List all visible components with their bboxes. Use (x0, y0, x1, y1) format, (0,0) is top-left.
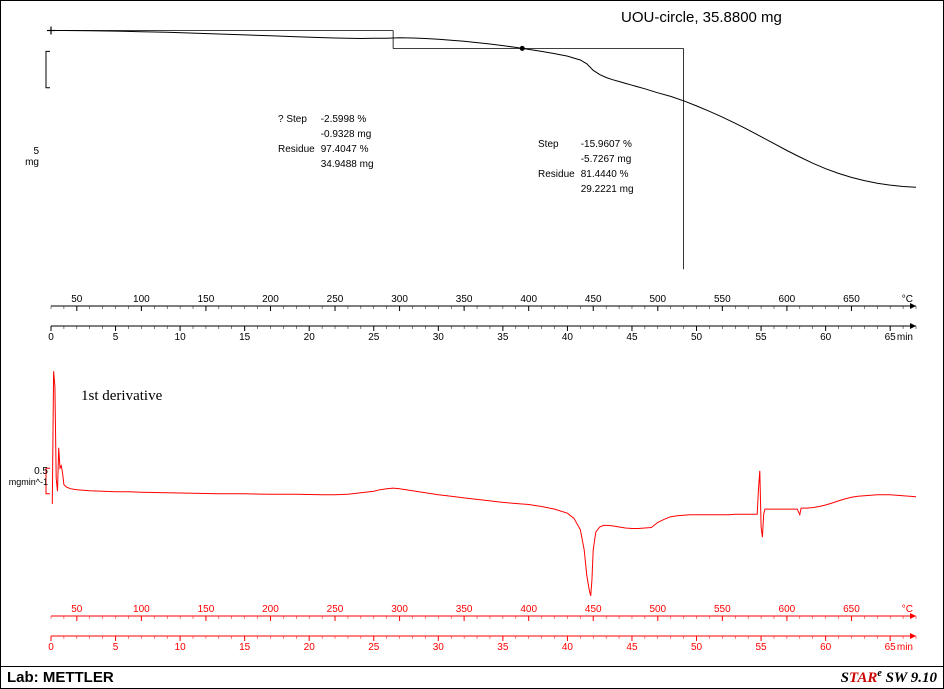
svg-text:100: 100 (133, 604, 150, 615)
y-scale-top: 5 mg (19, 146, 39, 168)
step1-annotation: ? Step-2.5998 % -0.9328 mg Residue97.404… (276, 111, 380, 173)
svg-text:65: 65 (885, 332, 897, 341)
y-scale-bot: 0.5 mgmin^-1 (3, 466, 48, 487)
tga-chart: 50100150200250300350400450500550600650°C… (21, 11, 931, 341)
svg-text:50: 50 (71, 604, 83, 615)
svg-text:°C: °C (902, 604, 913, 615)
svg-text:45: 45 (626, 332, 638, 341)
svg-text:350: 350 (456, 604, 473, 615)
svg-text:45: 45 (626, 642, 638, 653)
svg-text:450: 450 (585, 604, 602, 615)
svg-text:500: 500 (649, 294, 666, 305)
svg-text:5: 5 (113, 642, 119, 653)
svg-text:550: 550 (714, 604, 731, 615)
svg-text:300: 300 (391, 294, 408, 305)
svg-text:400: 400 (520, 604, 537, 615)
svg-text:150: 150 (198, 604, 215, 615)
svg-text:60: 60 (820, 642, 832, 653)
svg-text:350: 350 (456, 294, 473, 305)
y-scale-value: 5 (19, 146, 39, 157)
svg-text:650: 650 (843, 604, 860, 615)
svg-text:55: 55 (756, 332, 768, 341)
derivative-label: 1st derivative (81, 388, 162, 405)
svg-text:50: 50 (691, 332, 703, 341)
svg-text:5: 5 (113, 332, 119, 341)
y-scale-value-bot: 0.5 (3, 466, 48, 477)
svg-text:650: 650 (843, 294, 860, 305)
svg-text:min: min (897, 332, 913, 341)
svg-text:65: 65 (885, 642, 897, 653)
svg-text:35: 35 (497, 642, 509, 653)
svg-text:500: 500 (649, 604, 666, 615)
svg-text:50: 50 (691, 642, 703, 653)
svg-text:15: 15 (239, 332, 251, 341)
svg-text:°C: °C (902, 294, 913, 305)
svg-text:35: 35 (497, 332, 509, 341)
svg-text:600: 600 (779, 604, 796, 615)
lab-label: Lab: METTLER (7, 669, 114, 686)
svg-text:550: 550 (714, 294, 731, 305)
svg-text:30: 30 (433, 642, 445, 653)
svg-text:55: 55 (756, 642, 768, 653)
svg-text:30: 30 (433, 332, 445, 341)
svg-text:25: 25 (368, 332, 380, 341)
svg-text:300: 300 (391, 604, 408, 615)
svg-text:450: 450 (585, 294, 602, 305)
svg-text:10: 10 (175, 332, 187, 341)
svg-text:10: 10 (175, 642, 187, 653)
svg-text:0: 0 (48, 642, 54, 653)
svg-text:0: 0 (48, 332, 54, 341)
y-scale-unit: mg (19, 157, 39, 168)
svg-text:400: 400 (520, 294, 537, 305)
svg-text:250: 250 (327, 294, 344, 305)
svg-text:250: 250 (327, 604, 344, 615)
svg-text:20: 20 (304, 642, 316, 653)
svg-text:min: min (897, 642, 913, 653)
svg-text:60: 60 (820, 332, 832, 341)
svg-text:200: 200 (262, 604, 279, 615)
y-scale-unit-bot: mgmin^-1 (3, 477, 48, 487)
svg-text:200: 200 (262, 294, 279, 305)
svg-text:40: 40 (562, 642, 574, 653)
dtg-chart: 50100150200250300350400450500550600650°C… (21, 356, 931, 656)
svg-text:100: 100 (133, 294, 150, 305)
footer-bar: Lab: METTLER STARe SW 9.10 (1, 666, 943, 688)
software-label: STARe SW 9.10 (841, 668, 937, 687)
svg-text:600: 600 (779, 294, 796, 305)
svg-text:150: 150 (198, 294, 215, 305)
svg-text:50: 50 (71, 294, 83, 305)
svg-text:15: 15 (239, 642, 251, 653)
svg-text:20: 20 (304, 332, 316, 341)
svg-text:40: 40 (562, 332, 574, 341)
step2-annotation: Step-15.9607 % -5.7267 mg Residue81.4440… (536, 136, 640, 198)
svg-text:25: 25 (368, 642, 380, 653)
